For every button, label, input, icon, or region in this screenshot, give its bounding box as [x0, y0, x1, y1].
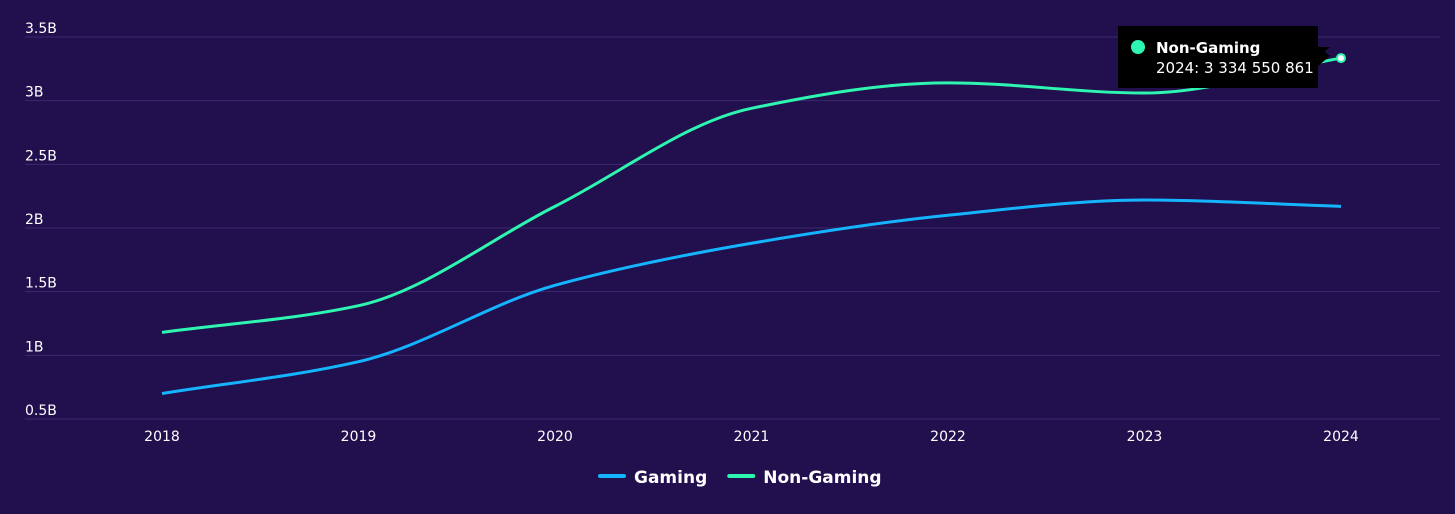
x-tick-label: 2022	[930, 429, 966, 445]
tooltip-title: Non-Gaming	[1156, 39, 1260, 57]
legend: Gaming Non-Gaming	[598, 468, 882, 488]
grid: 0.5B 1B 1.5B 2B 2.5B 3B 3.5B 2018 2019 2020 2021 20…	[25, 21, 1440, 445]
y-tick-label: 2B	[25, 212, 44, 228]
y-tick-label: 0.5B	[25, 403, 57, 419]
tooltip-box	[1118, 26, 1330, 88]
x-tick-label: 2020	[537, 429, 573, 445]
y-tick-label: 1B	[25, 339, 44, 355]
plot	[161, 56, 1342, 396]
tooltip-text: 2024: 3 334 550 861	[1156, 59, 1314, 77]
legend-label[interactable]: Non-Gaming	[763, 468, 881, 488]
hover-point[interactable]	[1336, 53, 1346, 64]
tooltip-dot	[1131, 40, 1145, 54]
x-tick-label: 2024	[1323, 429, 1359, 445]
x-tick-label: 2019	[341, 429, 377, 445]
y-tick-label: 2.5B	[25, 148, 57, 164]
x-tick-label: 2023	[1127, 429, 1163, 445]
y-tick-label: 3B	[25, 85, 44, 101]
tooltip: Non-Gaming 2024: 3 334 550 861	[1118, 26, 1346, 88]
x-tick-label: 2021	[734, 429, 770, 445]
y-tick-label: 3.5B	[25, 21, 57, 37]
tooltip-arrow	[1318, 46, 1330, 66]
series-line	[161, 198, 1342, 396]
legend-label[interactable]: Gaming	[634, 468, 707, 488]
series-line	[161, 56, 1342, 334]
x-tick-label: 2018	[144, 429, 180, 445]
y-tick-label: 1.5B	[25, 276, 57, 292]
